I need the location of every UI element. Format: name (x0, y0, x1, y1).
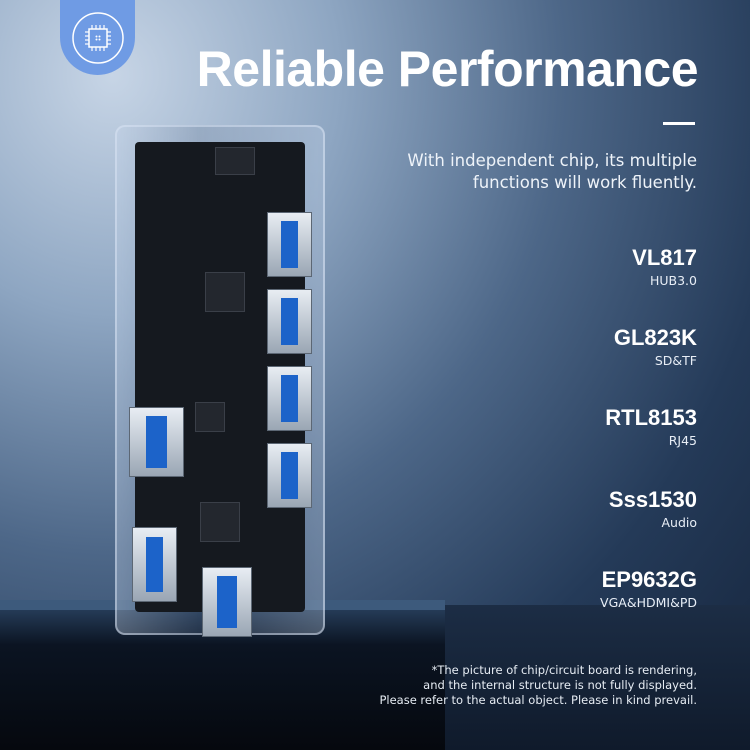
disclaimer-line: Please refer to the actual object. Pleas… (379, 693, 697, 707)
chip-name: EP9632G (601, 567, 697, 592)
usb-port (267, 443, 312, 508)
chip-icon (71, 11, 124, 64)
chip-spec: GL823K SD&TF (614, 325, 697, 368)
chip-name: VL817 (632, 245, 697, 270)
chip-desc: VGA&HDMI&PD (600, 595, 697, 610)
subtitle-line: functions will work fluently. (472, 173, 697, 192)
chip-desc: HUB3.0 (649, 273, 697, 288)
vga-port (132, 527, 177, 602)
disclaimer: *The picture of chip/circuit board is re… (379, 663, 697, 708)
chip-spec: RTL8153 RJ45 (605, 405, 697, 448)
chip-name: GL823K (613, 325, 697, 350)
rj45-port (202, 567, 252, 637)
chip-desc: SD&TF (654, 353, 697, 368)
hdmi-port (129, 407, 184, 477)
usb-hub-image (115, 125, 325, 637)
subtitle-line: With independent chip, its multiple (407, 151, 697, 170)
chip-desc: RJ45 (668, 433, 697, 448)
disclaimer-line: and the internal structure is not fully … (423, 678, 697, 692)
usb-port (267, 366, 312, 431)
badge (60, 0, 135, 75)
chip-spec: VL817 HUB3.0 (632, 245, 697, 288)
subtitle: With independent chip, its multiple func… (407, 150, 697, 194)
usb-port (267, 212, 312, 277)
chip-desc: Audio (661, 515, 697, 530)
page-title: Reliable Performance (196, 41, 699, 97)
disclaimer-line: *The picture of chip/circuit board is re… (431, 663, 697, 677)
chip-spec: Sss1530 Audio (609, 487, 697, 530)
chip-name: Sss1530 (608, 487, 697, 512)
chip-spec: EP9632G VGA&HDMI&PD (600, 567, 697, 610)
divider (663, 122, 695, 125)
usb-port (267, 289, 312, 354)
chip-name: RTL8153 (605, 405, 697, 430)
